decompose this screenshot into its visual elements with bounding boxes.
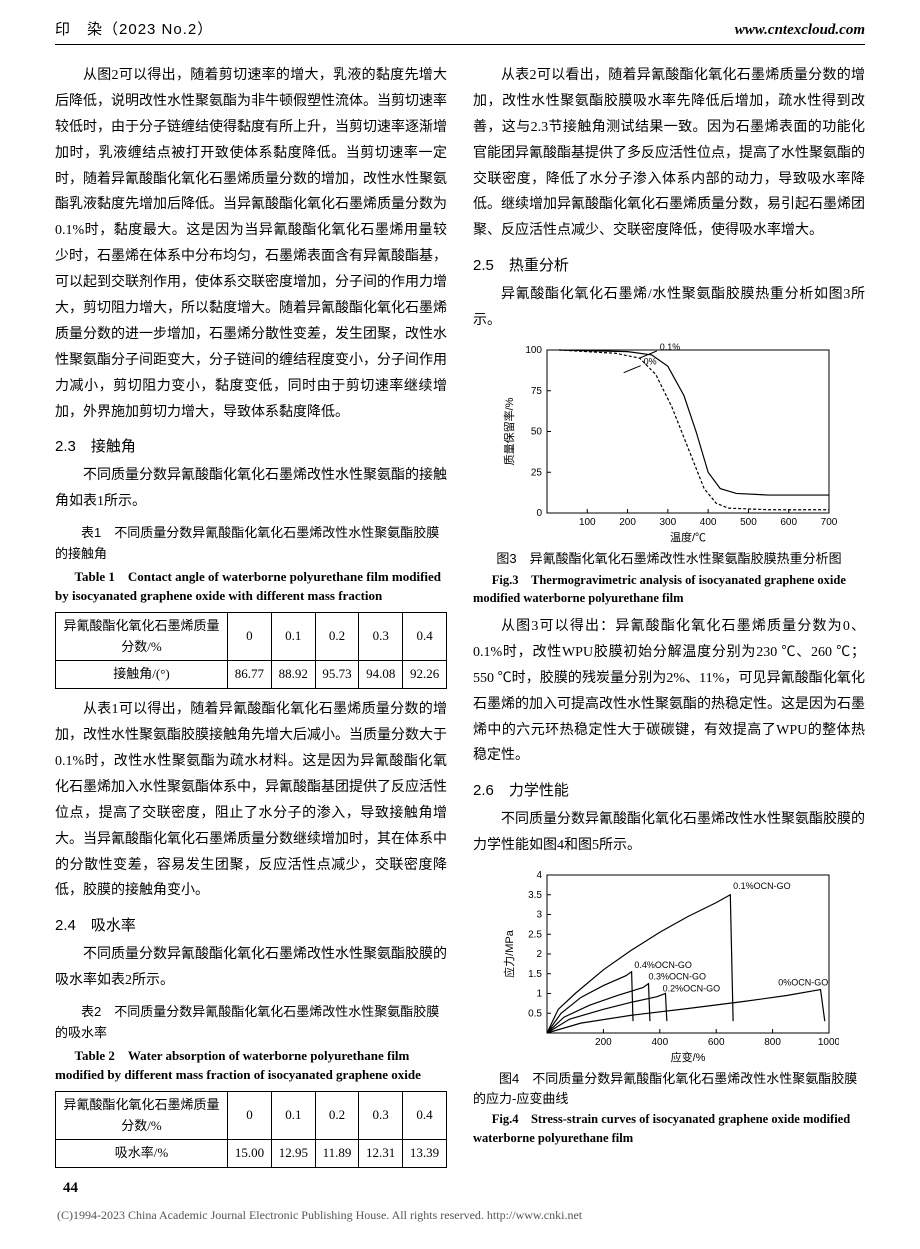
svg-text:600: 600 <box>780 517 797 528</box>
table-caption-en: Table 1 Contact angle of waterborne poly… <box>55 567 447 606</box>
cell: 94.08 <box>359 661 403 689</box>
svg-text:500: 500 <box>740 517 757 528</box>
cell: 12.31 <box>359 1140 403 1168</box>
table-caption-cn: 表2 不同质量分数异氰酸酯化氧化石墨烯改性水性聚氨酯胶膜的吸水率 <box>55 1002 447 1044</box>
paragraph: 从图3可以得出：异氰酸酯化氧化石墨烯质量分数为0、0.1%时，改性WPU胶膜初始… <box>473 614 865 769</box>
cell: 12.95 <box>271 1140 315 1168</box>
svg-text:0.1%OCN-GO: 0.1%OCN-GO <box>733 881 791 891</box>
svg-text:温度/℃: 温度/℃ <box>670 530 706 544</box>
svg-text:0: 0 <box>536 508 542 519</box>
svg-text:100: 100 <box>525 345 542 356</box>
col-header: 0.2 <box>315 612 359 661</box>
figure-3-chart: 100 200 300 400 500 600 700 0 25 50 75 100 温度/℃ 质量保留率… <box>499 340 839 545</box>
row-label: 异氰酸酯化氧化石墨烯质量分数/% <box>56 1091 228 1140</box>
svg-text:3.5: 3.5 <box>528 890 542 901</box>
table-2: 异氰酸酯化氧化石墨烯质量分数/% 0 0.1 0.2 0.3 0.4 吸水率/%… <box>55 1091 447 1168</box>
paragraph: 从表2可以看出，随着异氰酸酯化氧化石墨烯质量分数的增加，改性水性聚氨酯胶膜吸水率… <box>473 63 865 244</box>
cell: 11.89 <box>315 1140 358 1168</box>
table-row: 吸水率/% 15.00 12.95 11.89 12.31 13.39 <box>56 1140 447 1168</box>
svg-text:0%: 0% <box>644 357 657 367</box>
svg-text:25: 25 <box>531 467 543 478</box>
col-header: 0.4 <box>403 612 447 661</box>
table-caption-en: Table 2 Water absorption of waterborne p… <box>55 1046 447 1085</box>
row-label: 吸水率/% <box>56 1140 228 1168</box>
col-header: 0.4 <box>403 1091 447 1140</box>
paragraph: 不同质量分数异氰酸酯化氧化石墨烯改性水性聚氨酯胶膜的力学性能如图4和图5所示。 <box>473 807 865 859</box>
cell: 15.00 <box>228 1140 272 1168</box>
cell: 86.77 <box>228 661 272 689</box>
svg-text:2: 2 <box>536 949 542 960</box>
two-column-layout: 从图2可以得出，随着剪切速率的增大，乳液的黏度先增大后降低，说明改性水性聚氨酯为… <box>55 63 865 1200</box>
svg-text:400: 400 <box>651 1037 668 1048</box>
paragraph: 不同质量分数异氰酸酯化氧化石墨烯改性水性聚氨酯胶膜的吸水率如表2所示。 <box>55 942 447 994</box>
site-url: www.cntexcloud.com <box>735 18 865 42</box>
svg-text:质量保留率/%: 质量保留率/% <box>502 397 516 465</box>
col-header: 0.1 <box>271 612 315 661</box>
figure-caption-cn: 图3 异氰酸酯化氧化石墨烯改性水性聚氨酯胶膜热重分析图 <box>473 549 865 569</box>
table-row: 异氰酸酯化氧化石墨烯质量分数/% 0 0.1 0.2 0.3 0.4 <box>56 1091 447 1140</box>
svg-text:200: 200 <box>595 1037 612 1048</box>
svg-text:100: 100 <box>579 517 596 528</box>
paragraph: 异氰酸酯化氧化石墨烯/水性聚氨酯胶膜热重分析如图3所示。 <box>473 282 865 334</box>
svg-text:200: 200 <box>619 517 636 528</box>
svg-text:1: 1 <box>536 989 542 1000</box>
page-number: 44 <box>55 1176 447 1200</box>
page-content: 印 染（2023 No.2） www.cntexcloud.com 从图2可以得… <box>0 0 920 1235</box>
cell: 13.39 <box>403 1140 447 1168</box>
svg-text:0.2%OCN-GO: 0.2%OCN-GO <box>663 984 721 994</box>
figure-caption-en: Fig.4 Stress-strain curves of isocyanate… <box>473 1110 865 1148</box>
table-row: 接触角/(°) 86.77 88.92 95.73 94.08 92.26 <box>56 661 447 689</box>
svg-text:0%OCN-GO: 0%OCN-GO <box>778 978 828 988</box>
svg-text:应力/MPa: 应力/MPa <box>502 929 516 978</box>
col-header: 0 <box>228 1091 272 1140</box>
col-header: 0.1 <box>271 1091 315 1140</box>
col-header: 0.3 <box>359 1091 403 1140</box>
cell: 88.92 <box>271 661 315 689</box>
journal-name: 印 染 <box>55 21 103 38</box>
table-row: 异氰酸酯化氧化石墨烯质量分数/% 0 0.1 0.2 0.3 0.4 <box>56 612 447 661</box>
right-column: 从表2可以看出，随着异氰酸酯化氧化石墨烯质量分数的增加，改性水性聚氨酯胶膜吸水率… <box>473 63 865 1200</box>
footer-copyright: (C)1994-2023 China Academic Journal Elec… <box>55 1206 865 1225</box>
section-heading: 2.4 吸水率 <box>55 914 447 938</box>
table-caption-cn: 表1 不同质量分数异氰酸酯化氧化石墨烯改性水性聚氨酯胶膜的接触角 <box>55 523 447 565</box>
svg-text:50: 50 <box>531 427 543 438</box>
col-header: 0.2 <box>315 1091 358 1140</box>
svg-text:2.5: 2.5 <box>528 929 542 940</box>
left-column: 从图2可以得出，随着剪切速率的增大，乳液的黏度先增大后降低，说明改性水性聚氨酯为… <box>55 63 447 1200</box>
svg-text:1000: 1000 <box>818 1037 839 1048</box>
svg-text:0.1%: 0.1% <box>660 342 681 352</box>
col-header: 0 <box>228 612 272 661</box>
svg-text:1.5: 1.5 <box>528 969 542 980</box>
table-1: 异氰酸酯化氧化石墨烯质量分数/% 0 0.1 0.2 0.3 0.4 接触角/(… <box>55 612 447 689</box>
svg-text:应变/%: 应变/% <box>671 1050 706 1064</box>
row-label: 接触角/(°) <box>56 661 228 689</box>
paragraph: 从表1可以得出，随着异氰酸酯化氧化石墨烯质量分数的增加，改性水性聚氨酯胶膜接触角… <box>55 697 447 904</box>
journal-title: 印 染（2023 No.2） <box>55 18 213 42</box>
cell: 95.73 <box>315 661 359 689</box>
svg-text:4: 4 <box>536 870 542 881</box>
svg-text:0.4%OCN-GO: 0.4%OCN-GO <box>634 960 692 970</box>
issue-number: （2023 No.2） <box>103 21 213 38</box>
cell: 92.26 <box>403 661 447 689</box>
svg-text:800: 800 <box>764 1037 781 1048</box>
svg-text:0.5: 0.5 <box>528 1008 542 1019</box>
section-heading: 2.6 力学性能 <box>473 779 865 803</box>
paragraph: 不同质量分数异氰酸酯化氧化石墨烯改性水性聚氨酯的接触角如表1所示。 <box>55 463 447 515</box>
figure-caption-en: Fig.3 Thermogravimetric analysis of isoc… <box>473 571 865 609</box>
section-heading: 2.3 接触角 <box>55 435 447 459</box>
svg-text:75: 75 <box>531 386 543 397</box>
page-header: 印 染（2023 No.2） www.cntexcloud.com <box>55 18 865 45</box>
svg-text:400: 400 <box>700 517 717 528</box>
svg-text:0.3%OCN-GO: 0.3%OCN-GO <box>649 972 707 982</box>
svg-text:700: 700 <box>821 517 838 528</box>
figure-4-chart: 200 400 600 800 1000 0.5 1 1.5 2 2.5 3 3.5 4 应变/% 应力/M… <box>499 865 839 1065</box>
paragraph: 从图2可以得出，随着剪切速率的增大，乳液的黏度先增大后降低，说明改性水性聚氨酯为… <box>55 63 447 425</box>
svg-text:300: 300 <box>660 517 677 528</box>
section-heading: 2.5 热重分析 <box>473 254 865 278</box>
figure-caption-cn: 图4 不同质量分数异氰酸酯化氧化石墨烯改性水性聚氨酯胶膜的应力-应变曲线 <box>473 1069 865 1108</box>
col-header: 0.3 <box>359 612 403 661</box>
svg-text:600: 600 <box>708 1037 725 1048</box>
row-label: 异氰酸酯化氧化石墨烯质量分数/% <box>56 612 228 661</box>
svg-text:3: 3 <box>536 910 542 921</box>
